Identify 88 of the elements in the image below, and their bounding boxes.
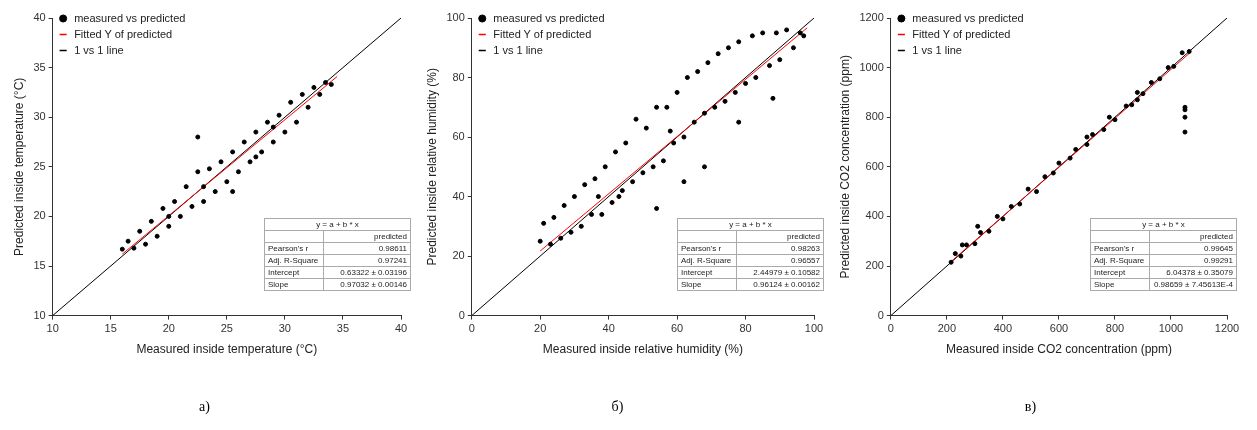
- y-tick-label: 10: [33, 308, 46, 321]
- x-tick-label: 200: [937, 322, 957, 335]
- legend-label: 1 vs 1 line: [493, 43, 543, 56]
- annotation: predicted: [736, 230, 824, 243]
- y-tick-label: 400: [865, 209, 884, 222]
- annotation: 0.99645: [1149, 242, 1237, 255]
- legend-label: measured vs predicted: [74, 11, 186, 24]
- y-tick-label: 25: [33, 159, 46, 172]
- x-tick-label: 20: [534, 322, 547, 335]
- annotation: 0.97032 ± 0.00146: [323, 278, 411, 291]
- y-tick-label: 20: [33, 209, 46, 222]
- x-tick-label: 400: [993, 322, 1013, 335]
- y-axis-title: Predicted inside temperature (°C): [11, 77, 26, 256]
- annotation: 0.63322 ± 0.03196: [323, 266, 411, 279]
- y-tick-label: 20: [452, 249, 465, 262]
- y-tick-label: 800: [865, 110, 884, 123]
- x-axis-title: Measured inside temperature (°C): [136, 342, 318, 357]
- x-axis-title: Measured inside CO2 concentration (ppm): [945, 342, 1172, 357]
- y-tick-label: 600: [865, 159, 884, 172]
- legend-label: 1 vs 1 line: [912, 43, 962, 56]
- annotation: Adj. R-Square: [1090, 254, 1150, 267]
- annotation: Slope: [677, 278, 737, 291]
- annotation: Adj. R-Square: [677, 254, 737, 267]
- annotation: y = a + b * x: [264, 218, 411, 231]
- x-tick-label: 80: [739, 322, 752, 335]
- annotation: 0.96557: [736, 254, 824, 267]
- annotation: 0.98659 ± 7.45613E-4: [1149, 278, 1237, 291]
- y-tick-label: 200: [865, 259, 884, 272]
- text: а): [199, 399, 211, 416]
- y-tick-label: 0: [877, 308, 884, 321]
- y-tick-label: 100: [446, 11, 465, 24]
- y-tick-label: 40: [452, 189, 465, 202]
- x-tick-label: 100: [804, 322, 824, 335]
- x-tick-label: 20: [162, 322, 175, 335]
- legend-label: measured vs predicted: [493, 11, 605, 24]
- annotation: 2.44979 ± 0.10582: [736, 266, 824, 279]
- x-tick-label: 30: [278, 322, 291, 335]
- annotation: y = a + b * x: [677, 218, 824, 231]
- x-tick-label: 15: [104, 322, 117, 335]
- annotation: 0.98263: [736, 242, 824, 255]
- x-tick-label: 10: [46, 322, 59, 335]
- y-tick-label: 80: [452, 70, 465, 83]
- annotation: Pearson's r: [1090, 242, 1150, 255]
- x-tick-label: 25: [220, 322, 233, 335]
- x-tick-label: 1200: [1214, 322, 1240, 335]
- text: б): [611, 399, 624, 416]
- y-tick-label: 35: [33, 60, 46, 73]
- x-tick-label: 800: [1105, 322, 1125, 335]
- x-tick-label: 60: [670, 322, 684, 335]
- annotation: 0.96124 ± 0.00162: [736, 278, 824, 291]
- annotation: predicted: [1149, 230, 1237, 243]
- annotation: 0.97241: [323, 254, 411, 267]
- y-tick-label: 60: [452, 130, 465, 143]
- legend-label: Fitted Y of predicted: [912, 27, 1011, 40]
- y-axis-title: Predicted inside relative humidity (%): [424, 68, 439, 266]
- x-axis-title: Measured inside relative humidity (%): [542, 342, 743, 357]
- annotation: 0.98611: [323, 242, 411, 255]
- legend-label: Fitted Y of predicted: [74, 27, 173, 40]
- x-tick-label: 1000: [1158, 322, 1184, 335]
- annotation: Pearson's r: [264, 242, 324, 255]
- legend-label: Fitted Y of predicted: [493, 27, 592, 40]
- annotation: 0.99291: [1149, 254, 1237, 267]
- y-tick-label: 1000: [859, 60, 884, 73]
- y-tick-label: 0: [458, 308, 465, 321]
- x-tick-label: 35: [336, 322, 350, 335]
- annotation: Intercept: [1090, 266, 1150, 279]
- annotation: 6.04378 ± 0.35079: [1149, 266, 1237, 279]
- y-tick-label: 30: [33, 110, 46, 123]
- y-tick-label: 1200: [859, 11, 884, 24]
- y-tick-label: 15: [33, 259, 46, 272]
- y-tick-label: 40: [33, 11, 46, 24]
- text: в): [1024, 399, 1037, 416]
- x-tick-label: 40: [602, 322, 615, 335]
- x-tick-label: 0: [887, 322, 894, 335]
- annotation: Intercept: [677, 266, 737, 279]
- legend-label: measured vs predicted: [912, 11, 1024, 24]
- x-tick-label: 600: [1049, 322, 1069, 335]
- annotation: Pearson's r: [677, 242, 737, 255]
- annotation: Slope: [264, 278, 324, 291]
- x-tick-label: 40: [394, 322, 408, 335]
- y-axis-title: Predicted inside CO2 concentration (ppm): [837, 55, 852, 279]
- x-tick-label: 0: [468, 322, 475, 335]
- annotation: y = a + b * x: [1090, 218, 1237, 231]
- annotation: Intercept: [264, 266, 324, 279]
- annotation: Slope: [1090, 278, 1150, 291]
- annotation: predicted: [323, 230, 411, 243]
- legend-label: 1 vs 1 line: [74, 43, 124, 56]
- annotation: Adj. R-Square: [264, 254, 324, 267]
